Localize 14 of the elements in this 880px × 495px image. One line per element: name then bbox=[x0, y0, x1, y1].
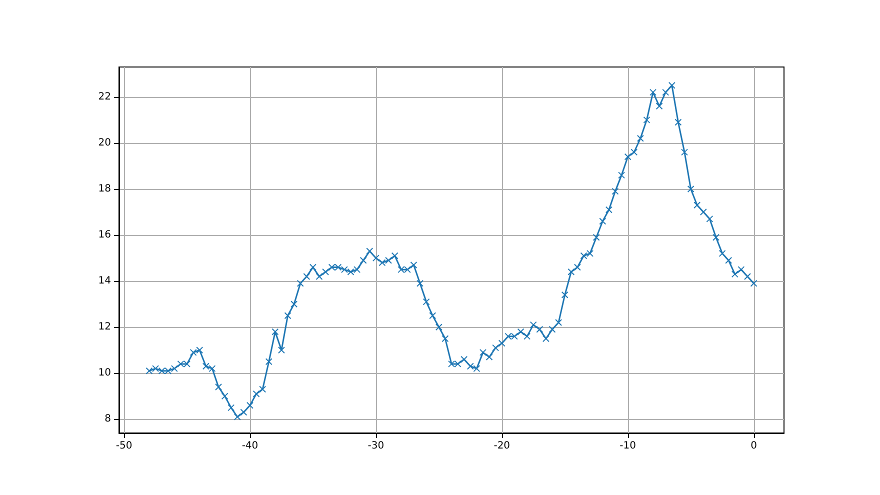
y-tick-label: 12 bbox=[98, 322, 111, 333]
y-tick-label: 22 bbox=[98, 91, 111, 102]
y-tick-label: 18 bbox=[98, 184, 111, 194]
x-tick-label: -10 bbox=[620, 440, 636, 452]
y-tick-label: 8 bbox=[104, 414, 111, 425]
y-tick-label: 16 bbox=[98, 230, 111, 241]
x-tick-label: -20 bbox=[494, 440, 510, 452]
y-tick-label: 10 bbox=[98, 368, 111, 379]
x-tick-label: -30 bbox=[368, 440, 384, 452]
y-tick-label: 20 bbox=[98, 137, 111, 148]
x-tick-label: -40 bbox=[242, 440, 258, 452]
y-tick-label: 14 bbox=[98, 276, 111, 287]
x-tick-label: -50 bbox=[116, 440, 132, 452]
x-tick-label: 0 bbox=[750, 440, 757, 452]
